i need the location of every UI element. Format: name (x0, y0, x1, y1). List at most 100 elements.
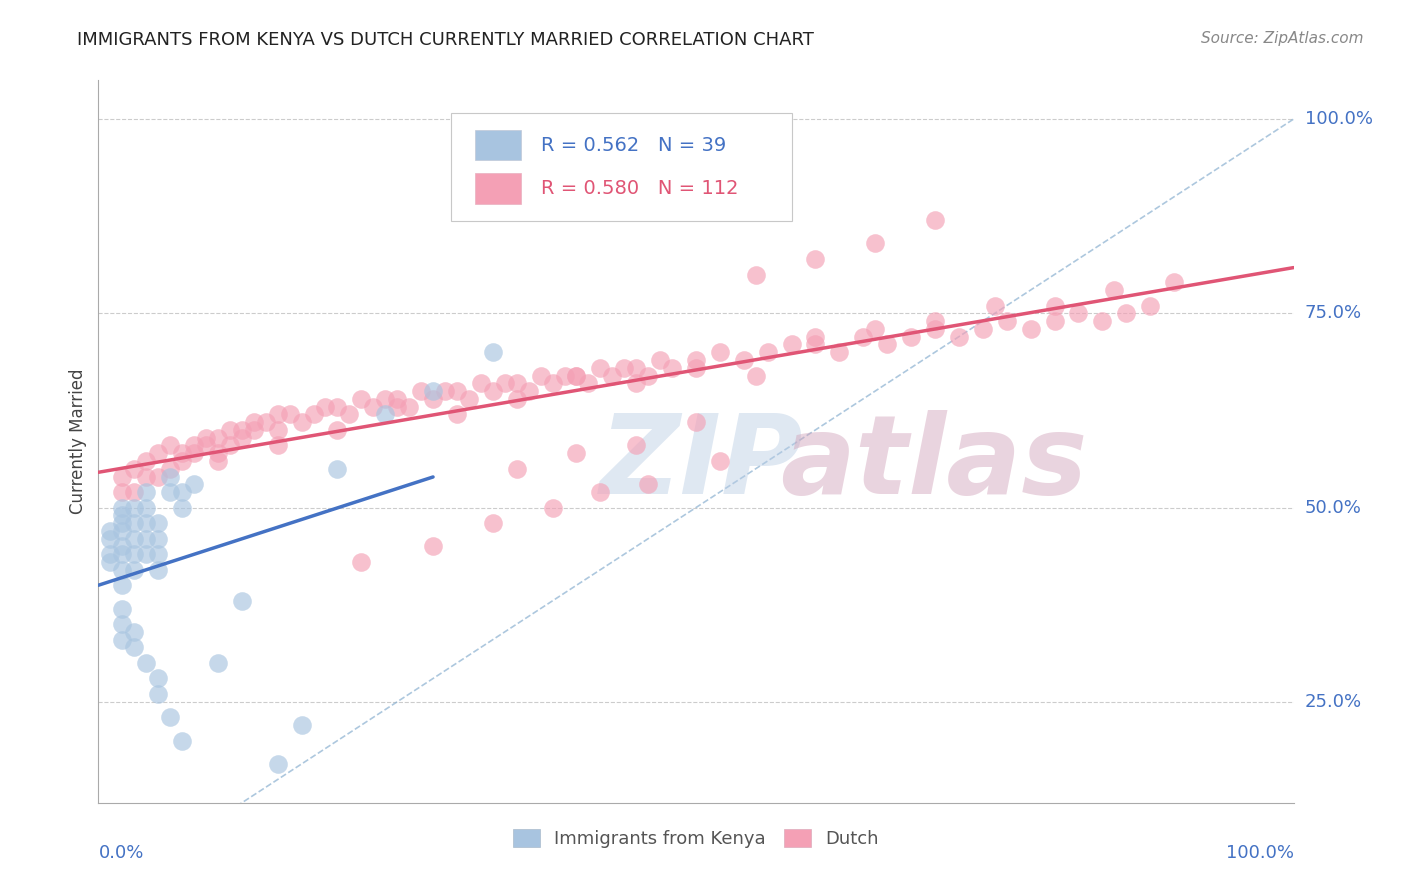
Point (446, 408, 468, 422)
Point (148, 532, 170, 546)
Point (948, 329, 970, 343)
Point (124, 624, 146, 639)
Point (135, 469, 157, 483)
Point (207, 454, 229, 468)
Point (804, 329, 827, 343)
Point (172, 446, 194, 460)
Point (554, 368, 576, 383)
Point (385, 392, 409, 406)
Point (124, 547, 146, 561)
Point (589, 485, 612, 500)
Text: IMMIGRANTS FROM KENYA VS DUTCH CURRENTLY MARRIED CORRELATION CHART: IMMIGRANTS FROM KENYA VS DUTCH CURRENTLY… (77, 31, 814, 49)
Point (111, 547, 134, 561)
Point (984, 299, 1007, 313)
Point (135, 532, 157, 546)
Point (626, 438, 648, 452)
Point (1104, 283, 1126, 297)
Point (411, 384, 433, 398)
Point (1091, 314, 1114, 328)
Point (111, 563, 134, 577)
Point (148, 687, 170, 701)
Point (124, 563, 146, 577)
Point (207, 431, 229, 445)
Point (124, 461, 146, 475)
Point (565, 446, 588, 460)
Point (148, 469, 170, 483)
Point (1163, 275, 1185, 289)
Point (481, 384, 505, 398)
Point (481, 345, 505, 359)
Point (422, 384, 444, 398)
Point (124, 500, 146, 515)
Point (422, 540, 444, 554)
Point (1139, 299, 1161, 313)
Point (626, 360, 648, 375)
Point (541, 376, 564, 391)
Point (326, 461, 349, 475)
Point (924, 322, 946, 336)
Point (98, 547, 122, 561)
Text: 50.0%: 50.0% (1305, 499, 1361, 516)
Point (852, 329, 875, 343)
Point (804, 252, 827, 266)
Point (172, 485, 194, 500)
Point (148, 446, 170, 460)
Point (159, 485, 181, 500)
Point (124, 640, 146, 655)
Point (733, 353, 755, 368)
Point (183, 477, 205, 491)
Point (924, 213, 946, 227)
Point (219, 423, 242, 437)
Point (626, 376, 648, 391)
Point (709, 345, 731, 359)
Point (446, 384, 468, 398)
Point (111, 617, 134, 632)
Point (111, 500, 134, 515)
Text: 75.0%: 75.0% (1305, 304, 1362, 322)
Point (219, 438, 242, 452)
Point (172, 454, 194, 468)
Point (135, 516, 157, 530)
Point (243, 415, 266, 429)
Text: R = 0.562   N = 39: R = 0.562 N = 39 (541, 136, 725, 155)
Point (231, 423, 253, 437)
Point (398, 400, 420, 414)
Point (876, 337, 898, 351)
Point (172, 500, 194, 515)
Text: 25.0%: 25.0% (1305, 693, 1362, 711)
Text: Source: ZipAtlas.com: Source: ZipAtlas.com (1201, 31, 1364, 46)
Point (458, 392, 481, 406)
Point (148, 672, 170, 686)
Point (506, 392, 529, 406)
Point (1043, 314, 1066, 328)
Point (159, 469, 181, 483)
Point (207, 446, 229, 460)
Text: 0.0%: 0.0% (98, 845, 143, 863)
Point (148, 516, 170, 530)
Point (374, 392, 396, 406)
Point (267, 408, 290, 422)
Text: ZIP: ZIP (600, 409, 804, 516)
Point (685, 415, 707, 429)
Point (111, 540, 134, 554)
Point (243, 423, 266, 437)
Point (661, 360, 683, 375)
Point (291, 718, 314, 732)
Point (124, 532, 146, 546)
Point (637, 368, 659, 383)
Point (506, 376, 529, 391)
Point (900, 329, 922, 343)
Point (541, 500, 564, 515)
FancyBboxPatch shape (475, 173, 520, 204)
FancyBboxPatch shape (451, 112, 792, 221)
Point (98, 532, 122, 546)
Point (135, 485, 157, 500)
Point (924, 314, 946, 328)
Point (648, 353, 672, 368)
Point (350, 555, 373, 569)
Point (326, 400, 349, 414)
Point (470, 376, 492, 391)
Point (135, 656, 157, 670)
Point (385, 400, 409, 414)
Point (159, 438, 181, 452)
